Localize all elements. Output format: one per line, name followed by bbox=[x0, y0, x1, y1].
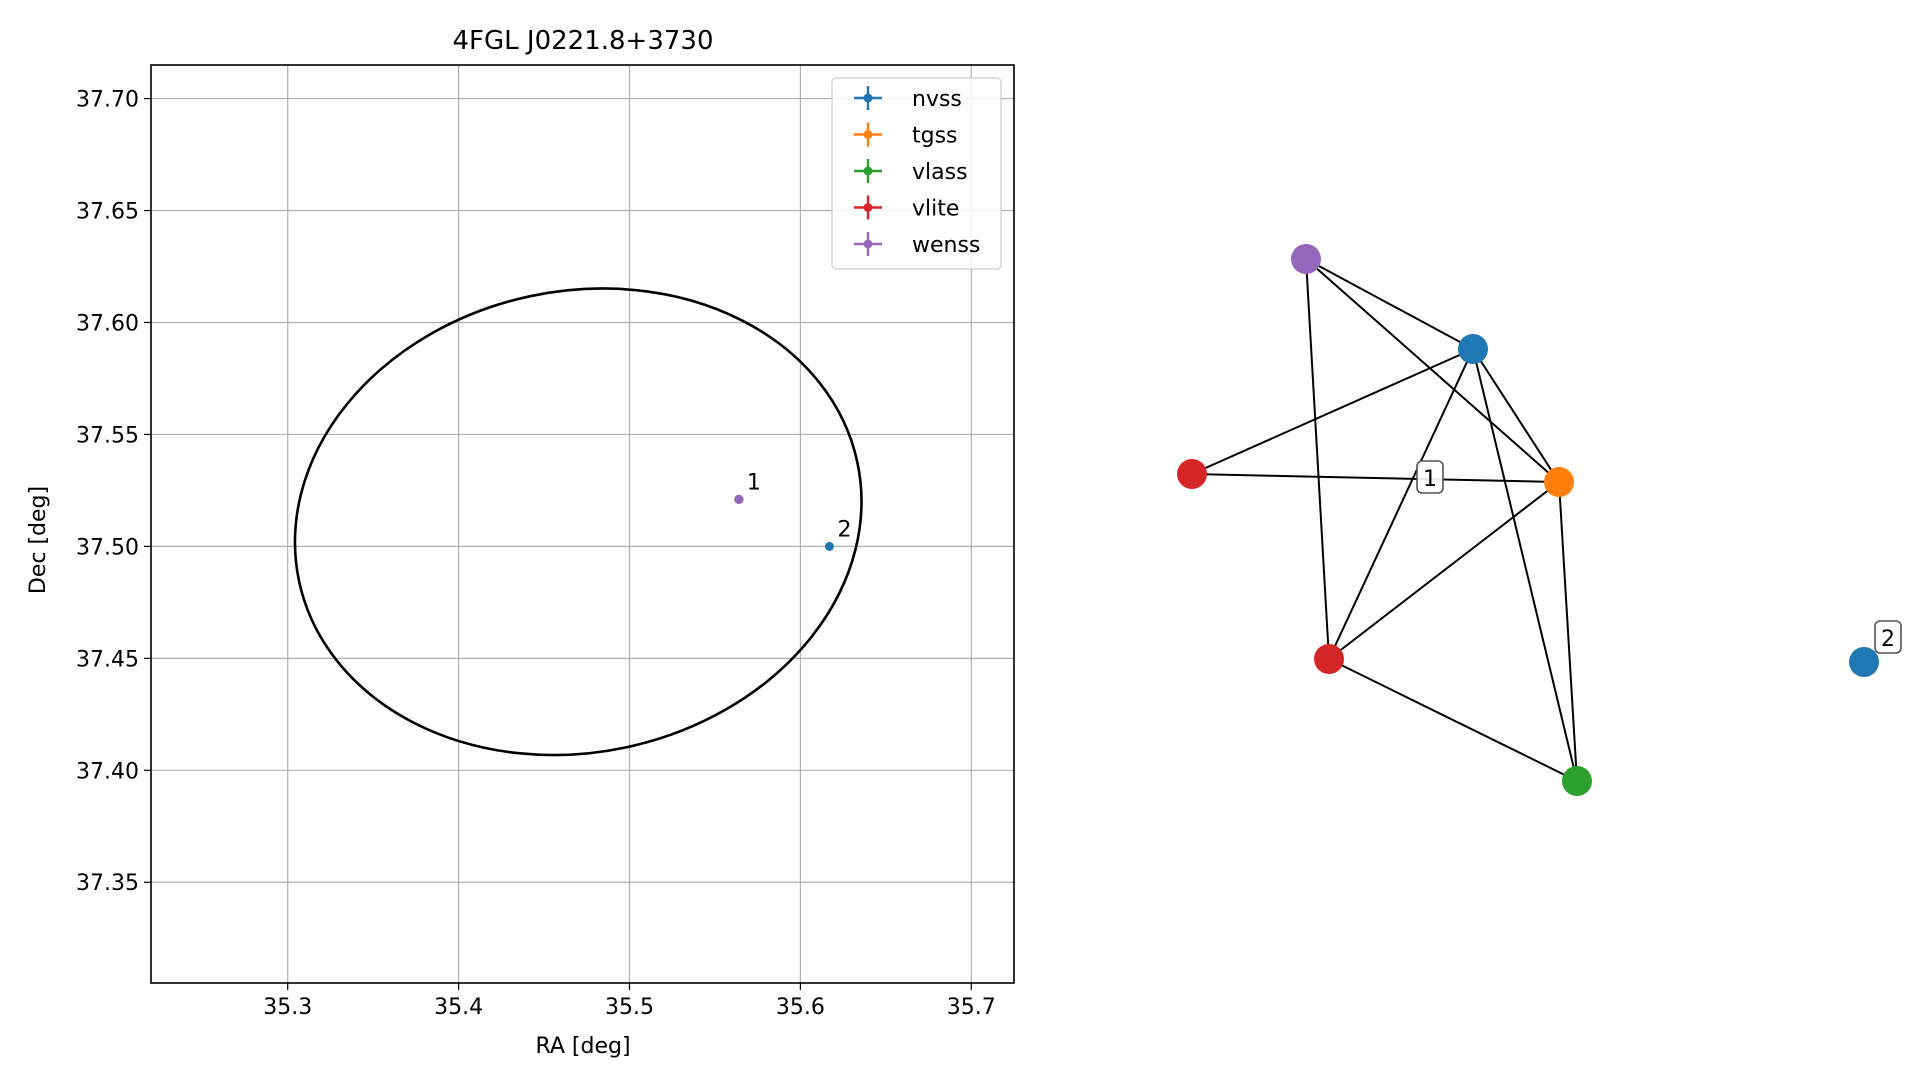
graph-node-vlite-1a bbox=[1177, 459, 1207, 489]
error-ellipse-group bbox=[293, 287, 863, 757]
x-tick-label: 35.5 bbox=[605, 995, 654, 1020]
graph-edge bbox=[1558, 481, 1578, 782]
legend-box bbox=[831, 77, 1002, 270]
y-tick-label: 37.60 bbox=[76, 311, 139, 336]
legend-marker-dot bbox=[863, 203, 873, 212]
error-ellipse bbox=[293, 287, 863, 757]
graph-edge bbox=[1305, 258, 1330, 660]
graph-edges bbox=[1191, 258, 1578, 782]
graph-node-tgss-1 bbox=[1544, 467, 1574, 497]
graph-node-nvss-2 bbox=[1849, 647, 1879, 677]
legend-marker-dot bbox=[863, 93, 873, 103]
x-axis-label: RA [deg] bbox=[535, 1034, 630, 1059]
legend: nvss tgss vlass vlite wenss bbox=[831, 77, 1002, 270]
graph-edge bbox=[1191, 348, 1474, 475]
graph-edge bbox=[1328, 481, 1560, 660]
x-tick-label: 35.6 bbox=[776, 995, 825, 1020]
point-nvss bbox=[824, 541, 834, 551]
y-tick-label: 37.40 bbox=[76, 759, 139, 784]
y-tick-label: 37.50 bbox=[76, 535, 139, 560]
y-axis-ticks: 37.35 37.40 37.45 37.50 37.55 37.60 37.65 37.70 bbox=[76, 88, 151, 896]
graph-node-vlass-1 bbox=[1562, 766, 1592, 796]
graph-label-text: 2 bbox=[1881, 627, 1895, 652]
graph-labels: 12 bbox=[1416, 460, 1902, 654]
graph-node-wenss-1 bbox=[1291, 244, 1321, 274]
x-tick-label: 35.3 bbox=[263, 995, 312, 1020]
graph-edge bbox=[1191, 473, 1560, 483]
legend-label-wenss: wenss bbox=[912, 233, 980, 258]
graph-node-nvss-1 bbox=[1458, 334, 1488, 364]
graph-edge bbox=[1472, 348, 1560, 483]
y-tick-label: 37.35 bbox=[76, 871, 139, 896]
y-tick-label: 37.65 bbox=[76, 200, 139, 225]
legend-marker-dot bbox=[863, 239, 873, 249]
y-axis-label: Dec [deg] bbox=[26, 486, 51, 594]
legend-marker-dot bbox=[863, 166, 873, 176]
sky-scatter-plot: 12 35.3 35.4 35.5 35.6 35.7 37.3537.4037.453… bbox=[26, 26, 1015, 1059]
data-points bbox=[734, 494, 834, 551]
x-tick-label: 35.7 bbox=[947, 995, 996, 1020]
graph-nodes bbox=[1177, 244, 1879, 796]
crossmatch-network-graph: 12 bbox=[1177, 244, 1902, 796]
y-tick-label: 37.45 bbox=[76, 647, 139, 672]
legend-label-vlite: vlite bbox=[912, 197, 959, 222]
annotation-label: 1 bbox=[747, 470, 761, 495]
legend-label-nvss: nvss bbox=[912, 87, 962, 112]
graph-edge bbox=[1328, 658, 1578, 782]
legend-label-tgss: tgss bbox=[912, 124, 958, 149]
point-annotations: 12 bbox=[747, 470, 852, 542]
chart-title: 4FGL J0221.8+3730 bbox=[453, 26, 714, 56]
legend-label-vlass: vlass bbox=[912, 160, 968, 185]
y-tick-label: 37.55 bbox=[76, 423, 139, 448]
x-axis-ticks: 35.3 35.4 35.5 35.6 35.7 bbox=[263, 983, 996, 1020]
legend-marker-dot bbox=[863, 130, 873, 139]
graph-edge bbox=[1305, 258, 1474, 350]
point-wenss bbox=[734, 494, 744, 504]
graph-node-vlite-1b bbox=[1314, 644, 1344, 674]
annotation-label: 2 bbox=[837, 517, 851, 542]
plot-frame bbox=[150, 64, 1015, 984]
graph-edge bbox=[1472, 348, 1578, 782]
graph-label-box bbox=[1874, 620, 1902, 654]
graph-label-box bbox=[1416, 460, 1444, 494]
graph-label-text: 1 bbox=[1423, 467, 1437, 492]
x-tick-label: 35.4 bbox=[434, 995, 483, 1020]
graph-edge bbox=[1328, 348, 1474, 660]
y-tick-label: 37.70 bbox=[76, 88, 139, 113]
graph-edge bbox=[1305, 258, 1560, 483]
